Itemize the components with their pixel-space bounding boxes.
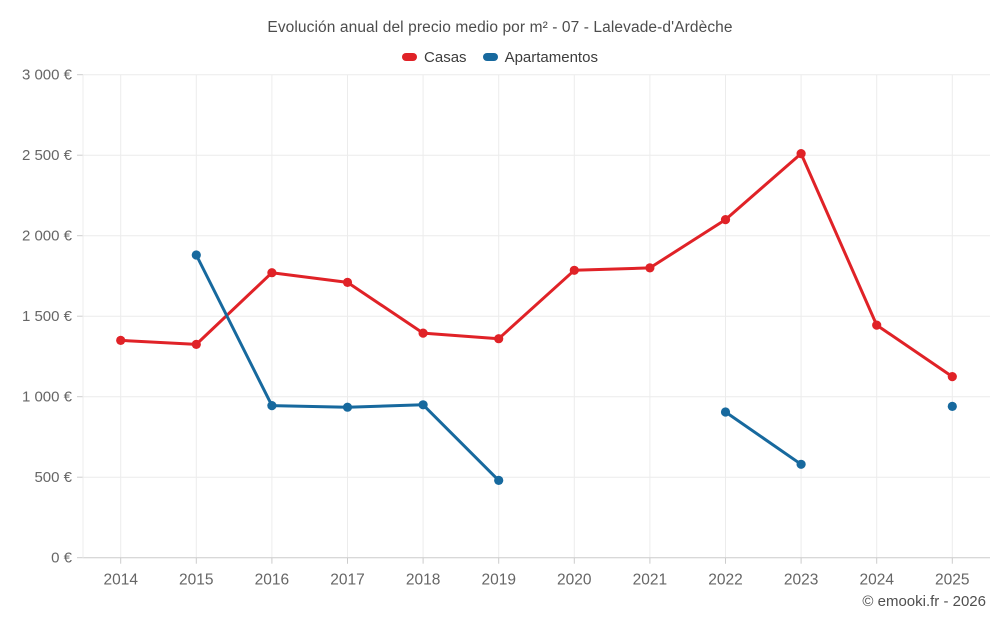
legend: Casas Apartamentos	[0, 48, 1000, 66]
legend-item-casas[interactable]: Casas	[402, 49, 467, 66]
data-point-casas-2020[interactable]	[569, 265, 579, 275]
copyright-footer: © emooki.fr - 2026	[862, 593, 986, 610]
data-point-apartamentos-2019[interactable]	[494, 475, 504, 485]
legend-label-casas: Casas	[424, 48, 467, 66]
y-tick-label: 1 500 €	[22, 308, 73, 325]
x-tick-label: 2025	[935, 572, 969, 589]
data-point-casas-2024[interactable]	[872, 320, 882, 330]
x-tick-label: 2022	[708, 572, 742, 589]
legend-item-apartamentos[interactable]: Apartamentos	[482, 48, 598, 66]
data-point-apartamentos-2025[interactable]	[947, 401, 957, 411]
data-point-apartamentos-2018[interactable]	[418, 400, 428, 410]
data-point-casas-2023[interactable]	[796, 149, 806, 159]
x-tick-label: 2014	[103, 572, 138, 589]
x-tick-label: 2019	[481, 572, 515, 589]
data-point-apartamentos-2022[interactable]	[720, 407, 731, 417]
y-tick-label: 0 €	[51, 550, 73, 567]
y-tick-label: 500 €	[34, 469, 72, 486]
x-tick-label: 2023	[784, 572, 818, 589]
x-tick-label: 2017	[330, 572, 364, 589]
data-point-apartamentos-2016[interactable]	[267, 401, 277, 411]
legend-label-apartamentos: Apartamentos	[504, 48, 598, 66]
y-tick-label: 3 000 €	[22, 67, 73, 84]
data-point-apartamentos-2017[interactable]	[342, 402, 353, 412]
data-point-apartamentos-2015[interactable]	[191, 250, 201, 260]
x-tick-label: 2021	[633, 572, 667, 589]
data-point-casas-2019[interactable]	[494, 334, 504, 344]
data-point-casas-2022[interactable]	[720, 215, 731, 225]
chart-title: Evolución anual del precio medio por m² …	[267, 19, 733, 36]
y-tick-label: 1 000 €	[22, 389, 73, 406]
data-point-casas-2017[interactable]	[342, 277, 353, 287]
y-tick-label: 2 500 €	[22, 147, 73, 164]
data-point-casas-2015[interactable]	[191, 339, 201, 349]
data-point-casas-2014[interactable]	[116, 335, 126, 345]
x-tick-label: 2020	[557, 572, 592, 589]
y-tick-label: 2 000 €	[22, 228, 73, 245]
x-tick-label: 2015	[179, 572, 213, 589]
data-point-casas-2025[interactable]	[947, 372, 957, 382]
legend-swatch-apartamentos	[482, 53, 498, 61]
data-point-casas-2021[interactable]	[645, 263, 655, 273]
data-point-casas-2016[interactable]	[267, 268, 277, 278]
x-tick-label: 2016	[255, 572, 289, 589]
legend-swatch-casas	[402, 53, 418, 61]
data-point-apartamentos-2023[interactable]	[796, 459, 806, 469]
series-line-casas	[119, 152, 954, 379]
x-tick-label: 2018	[406, 572, 440, 589]
data-point-casas-2018[interactable]	[418, 328, 428, 338]
x-tick-label: 2024	[859, 572, 894, 589]
